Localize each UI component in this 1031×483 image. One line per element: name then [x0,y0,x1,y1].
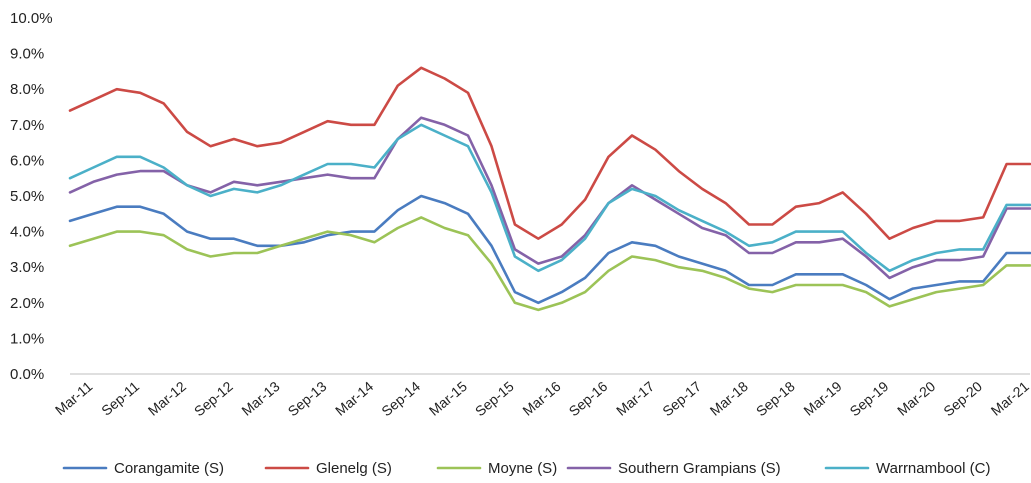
x-tick-label: Mar-15 [426,378,470,419]
x-tick-label: Mar-18 [707,378,751,419]
y-tick-label: 3.0% [10,259,44,276]
legend-label: Warrnambool (C) [876,460,990,477]
series-line-3 [68,116,1031,280]
y-axis-tick-labels: 0.0% 1.0% 2.0% 3.0% 4.0% 5.0% 6.0% 7.0% 8.0% 9.0%… [10,10,53,383]
x-tick-label: Sep-18 [753,378,798,419]
plot-lines [68,66,1031,312]
legend-label: Glenelg (S) [316,460,392,477]
y-tick-label: 5.0% [10,188,44,205]
x-axis-tick-labels: Mar-11 Sep-11 Mar-12 Sep-12 Mar-13 Sep-13 Mar-… [52,378,1031,419]
y-tick-label: 7.0% [10,117,44,134]
legend: Corangamite (S) Glenelg (S) Moyne (S) South… [62,460,990,477]
y-tick-label: 1.0% [10,330,44,347]
x-tick-label: Sep-11 [98,378,142,419]
legend-label: Moyne (S) [488,460,557,477]
legend-label: Southern Grampians (S) [618,460,781,477]
series-line-4 [68,123,1031,273]
x-tick-label: Mar-17 [613,378,657,419]
y-tick-label: 2.0% [10,295,44,312]
x-tick-label: Sep-16 [566,378,611,419]
series-line-1 [68,66,1031,240]
series-line-0 [68,194,1031,305]
x-tick-label: Sep-15 [472,378,517,419]
series-line-2 [68,216,1031,312]
x-tick-label: Sep-17 [659,378,704,419]
x-tick-label: Mar-16 [519,378,563,419]
x-tick-label: Mar-19 [800,378,844,419]
x-tick-label: Sep-20 [940,378,985,419]
x-tick-label: Sep-14 [378,378,423,419]
x-tick-label: Sep-12 [191,378,236,419]
y-tick-label: 4.0% [10,224,44,241]
y-tick-label: 8.0% [10,81,44,98]
x-tick-label: Sep-13 [285,378,330,419]
y-tick-label: 0.0% [10,366,44,383]
legend-label: Corangamite (S) [114,460,224,477]
y-tick-label: 6.0% [10,152,44,169]
y-tick-label: 10.0% [10,10,53,27]
x-tick-label: Mar-11 [52,378,96,418]
x-tick-label: Mar-21 [988,378,1031,419]
x-tick-label: Mar-14 [332,378,376,419]
x-tick-label: Mar-20 [894,378,938,419]
y-tick-label: 9.0% [10,46,44,63]
x-tick-label: Mar-12 [145,378,189,419]
x-tick-label: Sep-19 [847,378,892,419]
x-tick-label: Mar-13 [238,378,282,419]
